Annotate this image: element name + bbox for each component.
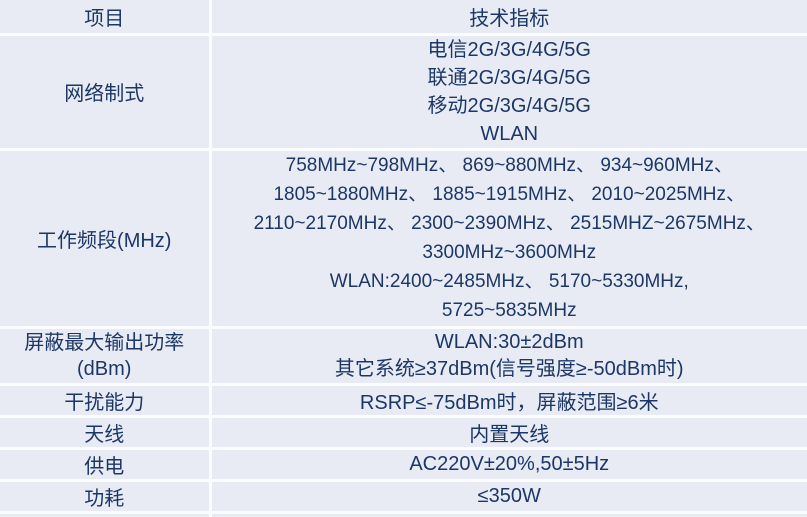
item-line: (dBm) xyxy=(77,357,132,380)
spec-line: 1805~1880MHz、 1885~1915MHz、 2010~2025MHz… xyxy=(273,184,746,205)
item-cell-power-consumption: 功耗 xyxy=(0,480,210,514)
row-max-output-power: 屏蔽最大输出功率 (dBm) WLAN:30±2dBm 其它系统≥37dBm(信… xyxy=(0,327,807,386)
spec-line: 2110~2170MHz、 2300~2390MHz、 2515MHZ~2675… xyxy=(253,213,765,234)
spec-cell-working-band: 758MHz~798MHz、 869~880MHz、 934~960MHz、 1… xyxy=(208,149,807,329)
column-header-spec: 技术指标 xyxy=(208,0,807,36)
item-cell-max-output-power: 屏蔽最大输出功率 (dBm) xyxy=(0,327,210,386)
row-function: 功能 系统通道可控制 xyxy=(0,512,807,517)
spec-cell-antenna: 内置天线 xyxy=(208,416,807,450)
item-cell-function: 功能 xyxy=(0,512,210,517)
spec-line: 758MHz~798MHz、 869~880MHz、 934~960MHz、 xyxy=(285,155,733,176)
spec-cell-function: 系统通道可控制 xyxy=(208,512,807,517)
spec-line: 其它系统≥37dBm(信号强度≥-50dBm时) xyxy=(334,357,684,380)
row-power-consumption: 功耗 ≤350W xyxy=(0,480,807,514)
spec-line: 5725~5835MHz xyxy=(441,300,577,321)
spec-line: WLAN:2400~2485MHz、 5170~5330MHz, xyxy=(329,271,689,292)
item-cell-interference: 干扰能力 xyxy=(0,384,210,418)
item-cell-network-standard: 网络制式 xyxy=(0,34,210,151)
spec-cell-power-consumption: ≤350W xyxy=(208,480,807,514)
spec-cell-network-standard: 电信2G/3G/4G/5G 联通2G/3G/4G/5G 移动2G/3G/4G/5… xyxy=(208,34,807,151)
row-antenna: 天线 内置天线 xyxy=(0,416,807,450)
item-cell-power-supply: 供电 xyxy=(0,448,210,482)
spec-line: WLAN:30±2dBm xyxy=(434,330,584,353)
row-interference: 干扰能力 RSRP≤-75dBm时，屏蔽范围≥6米 xyxy=(0,384,807,418)
column-header-item: 项目 xyxy=(0,0,210,36)
spec-line: WLAN xyxy=(480,122,539,145)
item-cell-antenna: 天线 xyxy=(0,416,210,450)
spec-line: 3300MHz~3600MHz xyxy=(422,242,597,263)
row-working-band: 工作频段(MHz) 758MHz~798MHz、 869~880MHz、 934… xyxy=(0,149,807,329)
spec-cell-power-supply: AC220V±20%,50±5Hz xyxy=(208,448,807,482)
spec-line: 电信2G/3G/4G/5G xyxy=(427,38,591,61)
spec-line: 联通2G/3G/4G/5G xyxy=(427,66,591,89)
row-power-supply: 供电 AC220V±20%,50±5Hz xyxy=(0,448,807,482)
row-network-standard: 网络制式 电信2G/3G/4G/5G 联通2G/3G/4G/5G 移动2G/3G… xyxy=(0,34,807,151)
table-header-row: 项目 技术指标 xyxy=(0,0,807,36)
item-cell-working-band: 工作频段(MHz) xyxy=(0,149,210,329)
spec-line: 移动2G/3G/4G/5G xyxy=(427,94,591,117)
item-line: 屏蔽最大输出功率 xyxy=(24,331,185,354)
spec-cell-max-output-power: WLAN:30±2dBm 其它系统≥37dBm(信号强度≥-50dBm时) xyxy=(208,327,807,386)
spec-cell-interference: RSRP≤-75dBm时，屏蔽范围≥6米 xyxy=(208,384,807,418)
